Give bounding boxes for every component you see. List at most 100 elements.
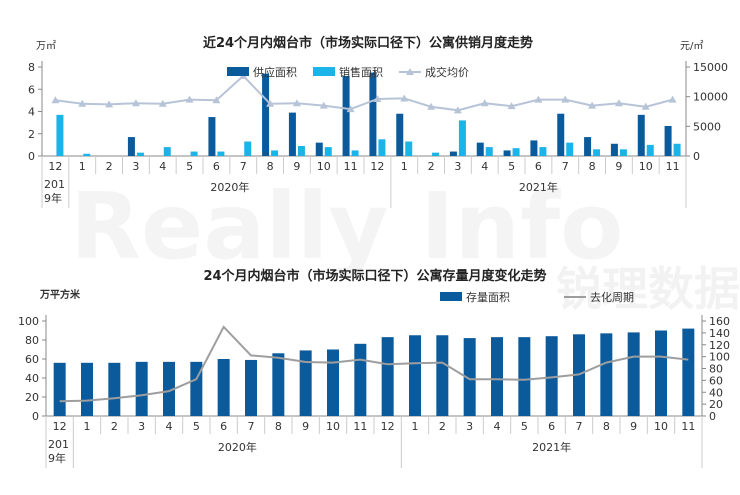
left-axis-unit: 万㎡ (36, 40, 56, 52)
category-label: 8 (603, 420, 610, 433)
right-tick-label: 40 (709, 386, 723, 399)
left-tick-label: 0 (32, 410, 39, 423)
bar-0-6 (217, 359, 230, 416)
legend-swatch-0 (440, 292, 462, 301)
category-label: 9 (615, 160, 622, 173)
left-tick-label: 6 (28, 83, 35, 96)
bar-1-13 (405, 141, 413, 156)
line-point-2-15 (453, 106, 462, 114)
left-tick-label: 20 (25, 391, 39, 404)
category-label: 10 (639, 160, 653, 173)
category-label: 2 (106, 160, 113, 173)
category-label: 4 (481, 160, 488, 173)
year-label: 2020年 (210, 180, 249, 194)
category-label: 9 (302, 420, 309, 433)
bar-0-15 (449, 151, 457, 156)
bar-0-12 (369, 72, 377, 156)
category-label: 2 (428, 160, 435, 173)
category-label: 4 (166, 420, 173, 433)
bar-1-1 (83, 153, 91, 156)
bar-0-2 (108, 362, 121, 416)
category-label: 3 (454, 160, 461, 173)
category-label: 11 (681, 420, 695, 433)
bar-0-13 (409, 335, 421, 416)
line-point-2-19 (561, 95, 570, 103)
category-label: 8 (589, 160, 596, 173)
category-label: 11 (353, 420, 367, 433)
bar-0-19 (557, 113, 565, 156)
bar-0-9 (288, 112, 296, 156)
bar-1-9 (297, 145, 305, 156)
category-label: 9 (630, 420, 637, 433)
bar-0-20 (584, 137, 592, 156)
category-label: 12 (53, 420, 67, 433)
category-label: 12 (370, 160, 384, 173)
chart-title: 24个月内烟台市（市场实际口径下）公寓存量月度变化走势 (203, 268, 546, 284)
bar-0-22 (655, 330, 667, 416)
line-point-2-2 (105, 100, 114, 108)
bar-1-15 (458, 120, 466, 156)
category-label: 4 (159, 160, 166, 173)
legend-label-1: 销售面积 (339, 65, 383, 79)
bar-1-16 (485, 147, 493, 156)
category-label: 1 (79, 160, 86, 173)
bar-0-0 (53, 362, 66, 416)
category-label: 6 (535, 160, 542, 173)
right-tick-label: 80 (709, 363, 723, 376)
category-label: 10 (317, 160, 331, 173)
bar-1-11 (351, 150, 359, 156)
bar-0-6 (208, 117, 216, 156)
chart-title: 近24个月内烟台市（市场实际口径下）公寓供销月度走势 (203, 35, 533, 51)
bar-1-5 (190, 151, 198, 156)
category-label: 7 (562, 160, 569, 173)
left-tick-label: 4 (28, 106, 35, 119)
category-label: 2 (439, 420, 446, 433)
bar-1-3 (136, 152, 144, 156)
bar-1-14 (432, 152, 440, 156)
line-point-2-20 (588, 101, 597, 109)
bar-0-18 (530, 140, 538, 156)
line-point-2-8 (266, 99, 275, 107)
inventory-chart: 24个月内烟台市（市场实际口径下）公寓存量月度变化走势0204060801000… (18, 268, 730, 468)
line-point-2-4 (158, 99, 167, 107)
category-label: 6 (220, 420, 227, 433)
bar-0-21 (627, 332, 640, 416)
category-label: 12 (48, 160, 62, 173)
supply-sales-chart: 近24个月内烟台市（市场实际口径下）公寓供销月度走势 0 2 4 6 8 0 5000 1000… (28, 35, 728, 208)
bar-1-6 (217, 151, 225, 156)
bar-1-7 (244, 141, 252, 156)
category-label: 5 (521, 420, 528, 433)
bar-1-20 (593, 149, 601, 156)
right-tick-label: 0 (709, 410, 716, 423)
bar-0-23 (664, 125, 672, 156)
year-label: 2021年 (532, 440, 571, 454)
legend-label-1: 去化周期 (590, 290, 634, 304)
watermark-latin: Really Info (70, 173, 623, 280)
line-point-2-10 (319, 101, 328, 109)
bar-1-22 (646, 144, 654, 156)
line-point-2-12 (373, 95, 382, 103)
right-tick-label: 5000 (693, 120, 721, 133)
category-label: 7 (240, 160, 247, 173)
legend-label-2: 成交均价 (425, 65, 469, 79)
line-point-2-22 (641, 102, 650, 110)
category-label: 10 (326, 420, 340, 433)
line-point-2-17 (507, 102, 516, 110)
bar-0-16 (491, 337, 503, 416)
right-tick-label: 20 (709, 398, 723, 411)
bar-0-20 (600, 333, 613, 416)
bar-0-8 (262, 73, 270, 156)
line-point-2-6 (212, 96, 221, 104)
legend-swatch-0 (227, 67, 249, 76)
bar-0-7 (245, 359, 257, 416)
category-label: 5 (193, 420, 200, 433)
year-label-line: 201 (44, 178, 65, 191)
year-label-line: 9年 (44, 191, 62, 205)
category-label: 3 (466, 420, 473, 433)
category-label: 1 (84, 420, 91, 433)
line-point-2-21 (614, 99, 623, 107)
right-tick-label: 15000 (693, 61, 728, 74)
bar-0-14 (436, 335, 449, 416)
